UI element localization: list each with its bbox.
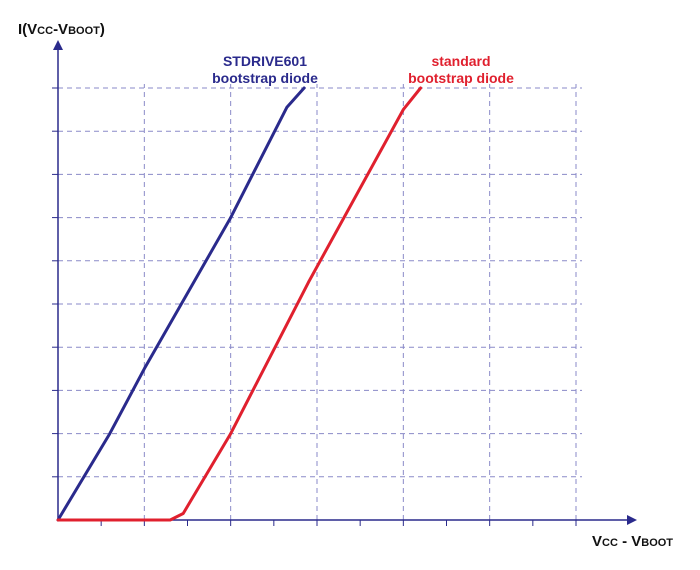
y-axis-title-part: I(V (18, 21, 37, 38)
stdrive601-curve (56, 86, 306, 522)
x-axis-title-part: CC (602, 537, 618, 549)
x-axis-title-part: V (592, 533, 602, 550)
standard-diode-curve (56, 86, 423, 522)
y-axis-title: I(VCC-VBOOT) (18, 21, 105, 38)
y-axis-title-part: -V (53, 21, 68, 38)
series-label-line: bootstrap diode (212, 70, 318, 86)
x-axis-title: VCC - VBOOT (592, 533, 673, 550)
axes (52, 40, 637, 526)
series-layer (56, 86, 423, 522)
x-axis-title-part: BOOT (641, 537, 673, 549)
series-label-line: STDRIVE601 (223, 53, 307, 69)
y-axis-title-part: BOOT (68, 25, 100, 37)
y-axis-title-part: ) (100, 21, 105, 38)
y-axis-title-part: CC (37, 25, 53, 37)
x-axis-title-part: - V (618, 533, 641, 550)
grid (58, 84, 582, 520)
stdrive601-label: STDRIVE601 bootstrap diode (212, 53, 318, 86)
standard-diode-label: standard bootstrap diode (408, 53, 514, 86)
series-label-line: standard (431, 53, 490, 69)
series-label-line: bootstrap diode (408, 70, 514, 86)
